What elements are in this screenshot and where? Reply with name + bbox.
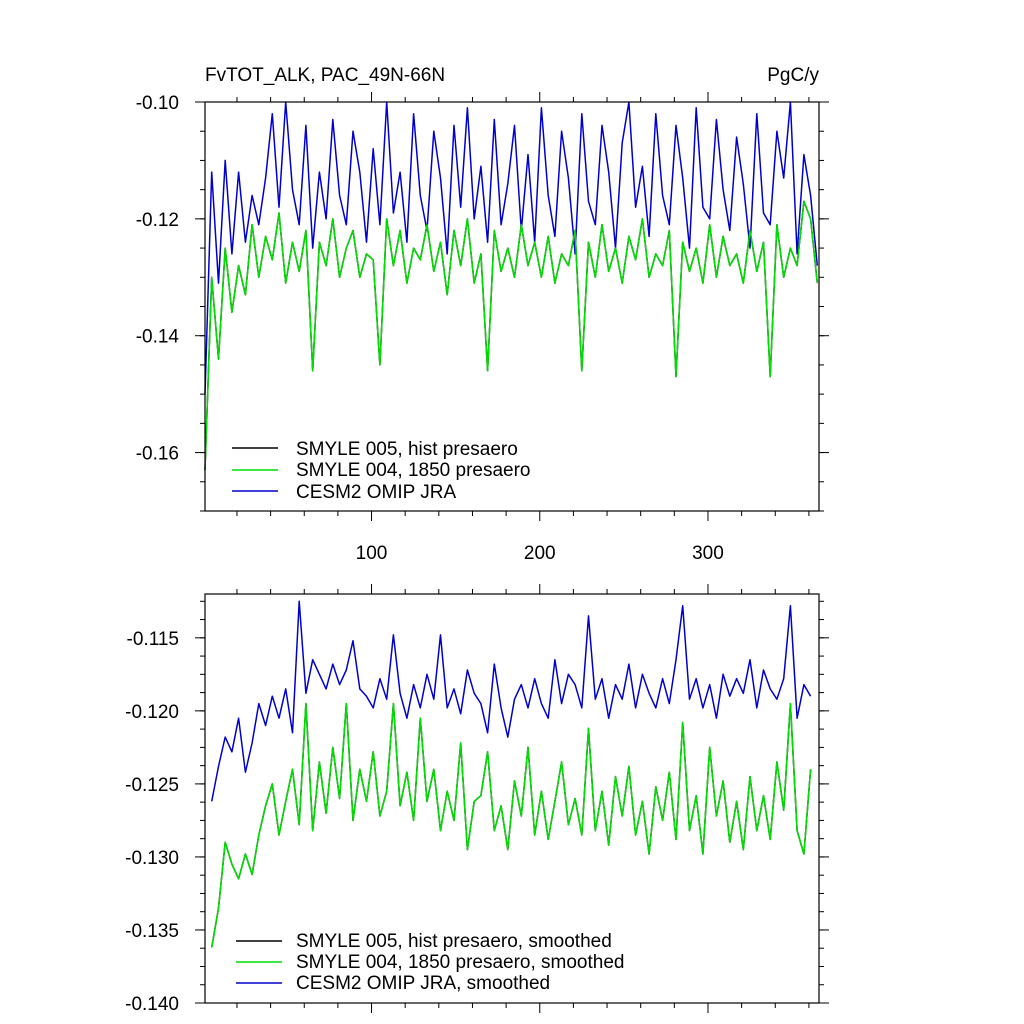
bottom-series-line-0 [210, 702, 812, 948]
top-series-line-0 [204, 200, 819, 471]
bottom-y-tick-label: -0.125 [125, 775, 179, 796]
top-series-line-1 [204, 200, 819, 471]
top-x-tick-label: 100 [356, 543, 388, 564]
top-y-tick-label: -0.12 [136, 210, 179, 231]
top-legend-label-cesm2: CESM2 OMIP JRA [296, 482, 456, 503]
top-plot-frame [204, 101, 820, 512]
bottom-y-tick-label: -0.140 [125, 994, 179, 1015]
bottom-axis-ticks: -0.115 -0.120 -0.125 -0.130 -0.135 -0.140 [125, 584, 829, 1015]
top-legend-label-smyle-004: SMYLE 004, 1850 presaero [296, 460, 531, 481]
top-chart-title: FvTOT_ALK, PAC_49N-66N [205, 65, 445, 86]
top-y-tick-label: -0.10 [136, 93, 179, 114]
top-chart-units: PgC/y [767, 65, 819, 86]
top-x-tick-label: 300 [692, 543, 724, 564]
bottom-legend-label-cesm2: CESM2 OMIP JRA, smoothed [296, 973, 550, 994]
top-legend: SMYLE 005, hist presaero SMYLE 004, 1850… [232, 439, 531, 503]
bottom-legend: SMYLE 005, hist presaero, smoothed SMYLE… [236, 931, 624, 994]
bottom-legend-label-smyle-005: SMYLE 005, hist presaero, smoothed [296, 931, 612, 952]
bottom-legend-label-smyle-004: SMYLE 004, 1850 presaero, smoothed [296, 952, 624, 973]
top-series-line-2 [204, 101, 819, 395]
top-y-tick-label: -0.16 [136, 444, 179, 465]
top-y-tick-label: -0.14 [136, 327, 180, 348]
bottom-y-tick-label: -0.120 [125, 702, 179, 723]
bottom-series-group [210, 600, 812, 948]
bottom-series-line-2 [210, 600, 812, 802]
top-axis-ticks: -0.10 -0.12 -0.14 -0.16 100 200 300 [136, 92, 829, 564]
bottom-panel: -0.115 -0.120 -0.125 -0.130 -0.135 -0.140 SMY… [125, 584, 829, 1015]
bottom-y-tick-label: -0.115 [127, 629, 179, 650]
top-panel: FvTOT_ALK, PAC_49N-66N PgC/y -0.10-0.12-… [136, 65, 829, 564]
bottom-y-tick-label: -0.130 [125, 848, 179, 869]
top-legend-label-smyle-005: SMYLE 005, hist presaero [296, 439, 518, 460]
bottom-plot-frame [204, 593, 820, 1004]
bottom-series-line-1 [210, 702, 812, 948]
top-x-tick-label: 200 [524, 543, 556, 564]
top-series-group [204, 101, 819, 471]
bottom-y-tick-label: -0.135 [125, 921, 179, 942]
